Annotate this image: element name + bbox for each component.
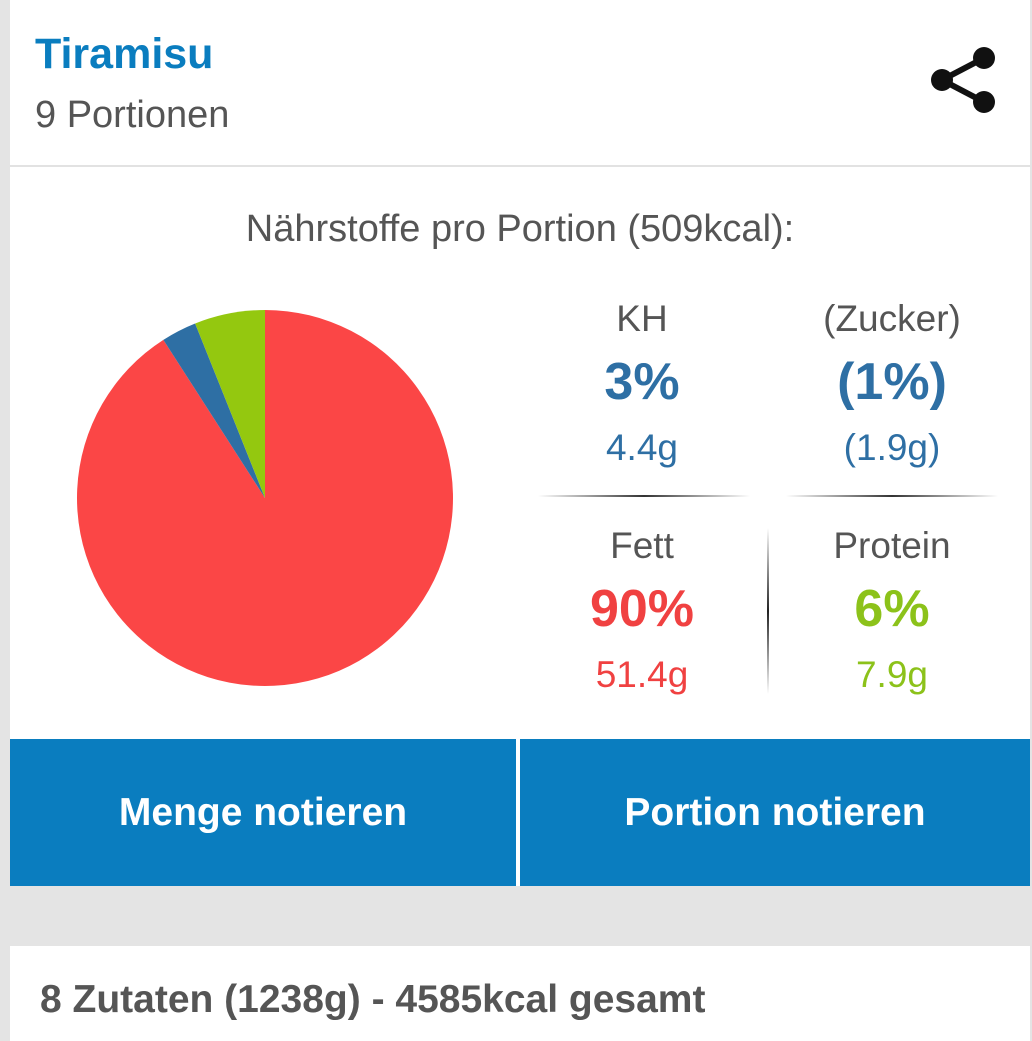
share-icon[interactable]	[928, 44, 998, 116]
protein-percent: 6%	[854, 580, 930, 638]
divider	[538, 495, 750, 497]
kh-stat: KH 3% 4.4g	[522, 294, 762, 476]
nutrients-title: Nährstoffe pro Portion (509kcal):	[245, 208, 795, 250]
protein-grams: 7.9g	[855, 654, 928, 695]
menge-notieren-button[interactable]: Menge notieren	[10, 739, 516, 886]
protein-stat: Protein 6% 7.9g	[772, 521, 1012, 703]
fett-percent: 90%	[589, 580, 695, 638]
portion-notieren-button[interactable]: Portion notieren	[520, 739, 1030, 886]
pie-slice-protein	[195, 310, 265, 498]
zucker-stat: (Zucker) (1%) (1.9g)	[772, 294, 1012, 476]
kh-grams: 4.4g	[605, 427, 678, 468]
nutrient-pie-chart	[76, 310, 453, 686]
kh-label: KH	[616, 298, 668, 339]
pie-slice-fett	[76, 310, 453, 686]
recipe-portions: 9 Portionen	[35, 94, 230, 136]
ingredients-card: 8 Zutaten (1238g) - 4585kcal gesamt	[10, 946, 1030, 1041]
recipe-header: Tiramisu 9 Portionen	[10, 0, 1030, 167]
fett-label: Fett	[610, 525, 674, 566]
divider	[786, 495, 998, 497]
fett-grams: 51.4g	[595, 654, 689, 695]
recipe-title: Tiramisu	[35, 30, 214, 78]
zucker-label: (Zucker)	[823, 298, 961, 339]
ingredients-summary[interactable]: 8 Zutaten (1238g) - 4585kcal gesamt	[40, 978, 706, 1021]
recipe-card: Tiramisu 9 Portionen Nährstoffe pro Port…	[10, 0, 1030, 886]
zucker-grams: (1.9g)	[843, 427, 941, 468]
divider	[767, 528, 769, 694]
kh-percent: 3%	[604, 353, 680, 411]
protein-label: Protein	[833, 525, 951, 566]
pie-slice-kh	[163, 323, 265, 498]
fett-stat: Fett 90% 51.4g	[522, 521, 762, 703]
zucker-percent: (1%)	[837, 353, 947, 411]
